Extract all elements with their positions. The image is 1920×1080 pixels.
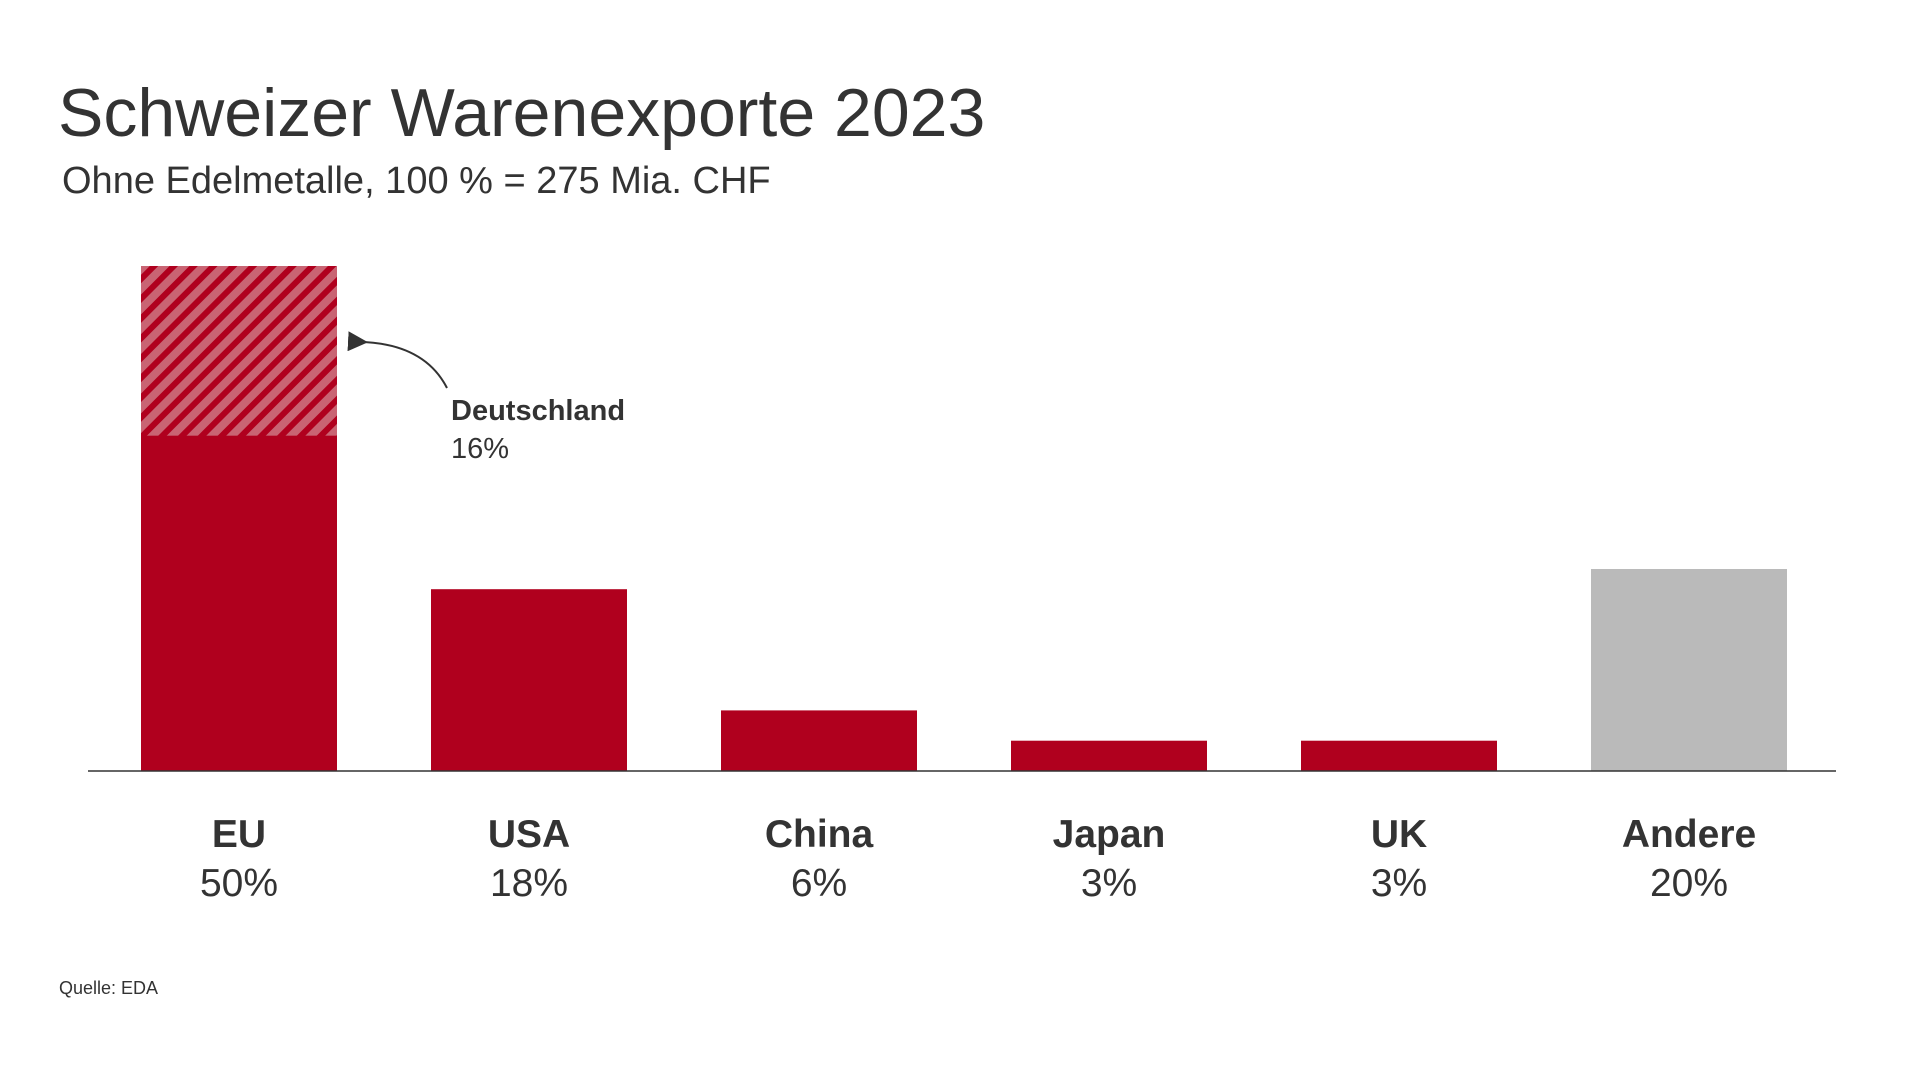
category-label: EU xyxy=(212,813,266,856)
value-label: 20% xyxy=(1650,862,1728,905)
value-label: 3% xyxy=(1081,862,1137,905)
bar-segment-deutschland xyxy=(141,266,337,436)
annotation-value: 16% xyxy=(451,433,509,465)
category-label: Japan xyxy=(1053,813,1166,856)
category-label: USA xyxy=(488,813,570,856)
value-label: 3% xyxy=(1371,862,1427,905)
source-note: Quelle: EDA xyxy=(59,978,159,998)
value-label: 18% xyxy=(490,862,568,905)
bar-uk xyxy=(1301,740,1497,771)
annotation-arrow xyxy=(347,331,448,389)
category-label: Andere xyxy=(1622,813,1756,856)
value-label: 6% xyxy=(791,862,847,905)
annotation-label: Deutschland xyxy=(451,395,625,427)
value-label: 50% xyxy=(200,862,278,905)
bar-japan xyxy=(1011,740,1207,771)
bar-china xyxy=(721,710,917,771)
bar-usa xyxy=(431,589,627,771)
chart-subtitle: Ohne Edelmetalle, 100 % = 275 Mia. CHF xyxy=(62,160,771,202)
category-label: UK xyxy=(1371,813,1427,856)
chart-title: Schweizer Warenexporte 2023 xyxy=(58,75,986,151)
category-label: China xyxy=(765,813,874,856)
bar-andere xyxy=(1591,569,1787,771)
